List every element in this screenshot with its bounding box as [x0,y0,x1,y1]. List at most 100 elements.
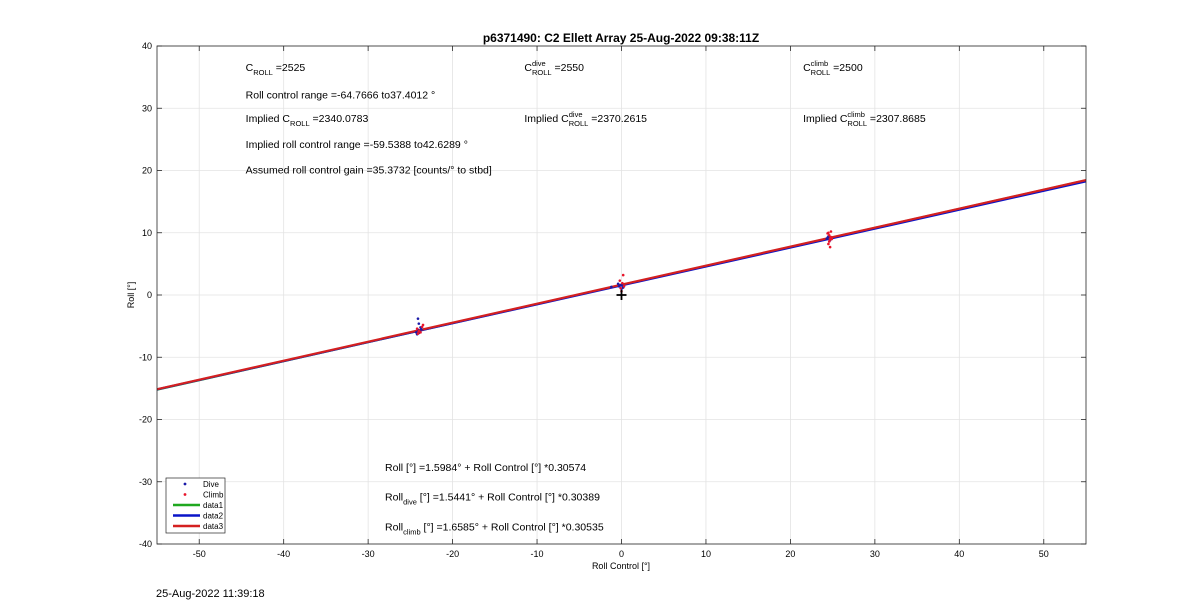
point-climb [829,235,833,239]
x-tick-label: 50 [1039,549,1049,559]
point-climb [415,327,419,330]
point-climb [619,286,622,290]
x-tick-label: 10 [701,549,711,559]
y-tick-label: 30 [142,103,152,113]
annotation-text: Roll [385,491,403,503]
annotation: Cdive ROLL =2550 [524,59,584,77]
annotation-subscript: ROLL [569,119,589,128]
point-climb [621,273,625,277]
point-climb [828,245,832,249]
legend-label: data1 [203,501,224,510]
annotation-subscript: ROLL [253,68,273,77]
legend-label: Dive [203,480,220,489]
x-tick-label: -40 [277,549,290,559]
annotation-superscript: climb [811,59,829,68]
annotation: CROLL =2525 [246,62,306,77]
annotation: Rolldive [°] =1.5441° + Roll Control [°]… [385,491,600,506]
data-points [414,230,834,336]
axis-ticks: -50 -40 -30 -20 -10 0 10 20 30 40 50 -40 -30 -20 -10 0 1… [139,41,1086,559]
annotations: CROLL =2525 Cdive ROLL =2550 Cclimb ROLL =25… [246,59,926,536]
point-climb [621,281,624,285]
point-climb [827,231,830,235]
annotation: Cclimb ROLL =2500 [803,59,863,77]
legend-label: data3 [203,522,224,531]
annotation: Roll control range =-64.7666 to37.4012 ° [246,89,436,101]
legend-label: Climb [203,491,224,500]
point-dive [420,327,423,331]
annotation-value: [°] =1.5441° + Roll Control [°] *0.30389 [417,491,600,503]
annotation-superscript: climb [847,110,865,119]
legend-label: data2 [203,512,224,521]
annotation-text: Implied C [246,113,291,125]
y-tick-label: 20 [142,166,152,176]
annotation-text: Implied C [803,113,848,125]
annotation-value: =2370.2615 [588,113,647,125]
y-tick-label: -40 [139,539,152,549]
footer-timestamp: 25-Aug-2022 11:39:18 [156,588,265,600]
y-tick-label: 0 [147,290,152,300]
y-tick-label: 40 [142,41,152,51]
point-dive [610,285,613,289]
y-axis-label: Roll [°] [126,282,136,309]
annotation: Implied CROLL =2340.0783 [246,113,369,128]
annotation-text: Roll [385,521,403,533]
x-tick-label: 0 [619,549,624,559]
annotation-value: =2550 [552,62,585,74]
point-dive [417,322,421,325]
point-climb [419,331,422,334]
annotation-subscript: ROLL [290,119,310,128]
y-tick-label: -10 [139,352,152,362]
annotation-text: C [524,62,532,74]
legend-marker-climb [183,493,187,496]
point-climb [827,233,831,237]
point-climb [421,323,425,327]
point-climb [828,238,832,241]
point-dive [616,282,620,286]
annotation-subscript: dive [403,497,417,506]
y-tick-label: -30 [139,477,152,487]
annotation-subscript: climb [403,527,421,536]
point-dive [416,317,420,320]
annotation-value: =2500 [830,62,863,74]
legend-marker-dive [183,482,187,486]
point-climb [829,230,833,233]
point-climb [827,242,830,246]
y-tick-label: -20 [139,415,152,425]
annotation-value: [°] =1.6585° + Roll Control [°] *0.30535 [421,521,604,533]
y-tick-label: 10 [142,228,152,238]
annotation-value: =2340.0783 [310,113,369,125]
annotation: Roll [°] =1.5984° + Roll Control [°] *0.… [385,462,586,474]
point-climb [622,284,626,288]
annotation-text: Roll [°] =1.5984° + Roll Control [°] *0.… [385,462,586,474]
annotation: Assumed roll control gain =35.3732 [coun… [246,165,492,177]
x-tick-label: -10 [531,549,544,559]
x-tick-label: 20 [785,549,795,559]
annotation: Implied Cclimb ROLL =2307.8685 [803,110,926,128]
x-tick-label: -30 [362,549,375,559]
x-axis-label: Roll Control [°] [592,561,650,571]
point-dive [826,236,829,240]
annotation-text: C [246,62,254,74]
annotation-text: Roll control range =-64.7666 to37.4012 ° [246,89,436,101]
annotation: Implied roll control range =-59.5388 to4… [246,139,468,151]
x-tick-label: 40 [954,549,964,559]
annotation-text: C [803,62,811,74]
annotation: Implied Cdive ROLL =2370.2615 [524,110,647,128]
annotation-superscript: dive [532,59,546,68]
annotation-subscript: ROLL [532,68,552,77]
point-climb [618,279,622,282]
chart-title: p6371490: C2 Ellett Array 25-Aug-2022 09… [483,31,759,45]
annotation-superscript: dive [569,110,583,119]
x-tick-label: 30 [870,549,880,559]
point-climb [416,332,420,335]
annotation-value: =2307.8685 [867,113,926,125]
origin-cross-icon [616,290,627,300]
annotation-value: =2525 [273,62,306,74]
x-tick-label: -20 [446,549,459,559]
annotation: Rollclimb [°] =1.6585° + Roll Control [°… [385,521,604,536]
x-tick-label: -50 [193,549,206,559]
annotation-text: Implied C [524,113,569,125]
annotation-subscript: ROLL [847,119,867,128]
